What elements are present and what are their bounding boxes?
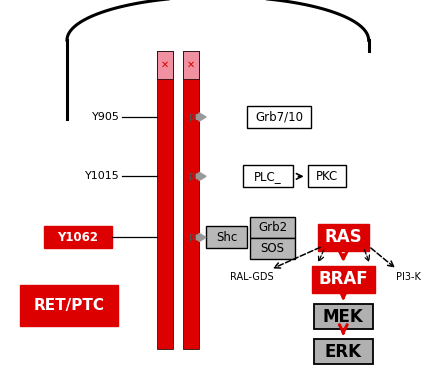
Text: PKC: PKC (316, 170, 338, 183)
FancyBboxPatch shape (20, 285, 118, 326)
Text: SOS: SOS (260, 242, 285, 255)
Text: ERK: ERK (325, 343, 362, 361)
Text: Grb7/10: Grb7/10 (255, 111, 303, 123)
Text: Y1062: Y1062 (57, 231, 99, 244)
Text: Y905: Y905 (92, 112, 119, 122)
Text: p: p (187, 171, 194, 182)
FancyBboxPatch shape (243, 165, 293, 188)
FancyArrow shape (196, 113, 206, 121)
FancyBboxPatch shape (312, 266, 375, 293)
Text: PLC_: PLC_ (254, 170, 282, 183)
FancyBboxPatch shape (314, 339, 373, 364)
FancyBboxPatch shape (247, 106, 311, 128)
FancyBboxPatch shape (318, 224, 369, 251)
FancyArrow shape (196, 233, 206, 242)
FancyBboxPatch shape (206, 226, 247, 249)
Text: Y1015: Y1015 (84, 171, 119, 182)
Text: p: p (187, 232, 194, 243)
Bar (157, 51, 173, 79)
FancyBboxPatch shape (308, 165, 346, 188)
Text: ✕: ✕ (161, 60, 169, 70)
FancyBboxPatch shape (44, 226, 112, 249)
Text: RET/PTC: RET/PTC (33, 298, 105, 313)
FancyArrow shape (196, 172, 206, 180)
FancyBboxPatch shape (314, 304, 373, 329)
Text: Grb2: Grb2 (258, 221, 287, 234)
FancyBboxPatch shape (249, 217, 295, 238)
FancyBboxPatch shape (249, 238, 295, 259)
Text: p: p (187, 112, 194, 122)
Text: BRAF: BRAF (319, 270, 368, 288)
Text: PI3-K: PI3-K (396, 272, 422, 282)
Text: RAL-GDS: RAL-GDS (230, 272, 274, 282)
Bar (183, 51, 199, 349)
Text: Shc: Shc (216, 231, 237, 244)
Bar (183, 51, 199, 79)
Bar (157, 51, 173, 349)
Text: RAS: RAS (324, 228, 362, 246)
Text: ✕: ✕ (187, 60, 195, 70)
Text: MEK: MEK (323, 308, 364, 326)
